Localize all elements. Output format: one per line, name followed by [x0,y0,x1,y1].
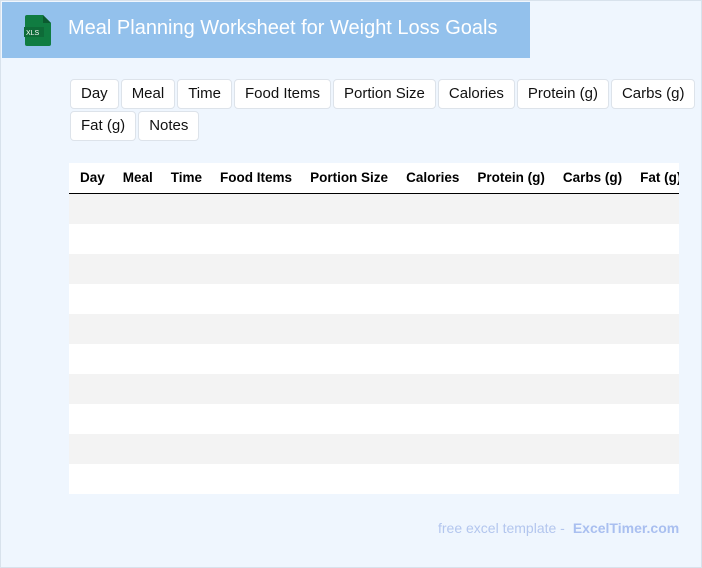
column-header: Time [159,163,210,194]
worksheet-table: Day Meal Time Food Items Portion Size Calorie… [69,163,679,494]
footer-text: free excel template - [438,520,565,536]
table-row[interactable] [69,193,679,224]
column-header: Protein (g) [466,163,552,194]
column-chip[interactable]: Portion Size [333,79,436,109]
brand-link[interactable]: ExcelTimer.com [572,520,680,536]
column-header: Fat (g) [629,163,679,194]
page-title: Meal Planning Worksheet for Weight Loss … [68,17,498,39]
column-chip[interactable]: Meal [120,79,176,109]
column-chip[interactable]: Carbs (g) [610,79,696,109]
column-header: Day [69,163,112,194]
column-chip[interactable]: Calories [437,79,515,109]
column-chips: Day Meal Time Food Items Portion Size Calorie… [70,79,700,141]
column-chip[interactable]: Fat (g) [70,111,137,141]
column-header: Portion Size [299,163,396,194]
svg-text:XLS: XLS [26,30,40,37]
footer: free excel template - ExcelTimer.com [438,520,679,536]
column-chip[interactable]: Food Items [233,79,332,109]
table-row[interactable] [69,463,679,494]
column-header: Calories [395,163,467,194]
column-header: Carbs (g) [551,163,630,194]
table-row[interactable] [69,373,679,404]
column-header: Food Items [209,163,300,194]
table-row[interactable] [69,403,679,434]
table-row[interactable] [69,313,679,344]
column-chip[interactable]: Protein (g) [516,79,609,109]
table-row[interactable] [69,433,679,464]
column-chip[interactable]: Notes [138,111,200,141]
table-row[interactable] [69,343,679,374]
title-banner: XLS Meal Planning Worksheet for Weight L… [2,2,530,58]
column-chip[interactable]: Time [177,79,232,109]
xls-file-icon: XLS [24,15,51,46]
column-header: Meal [111,163,160,194]
table-row[interactable] [69,223,679,254]
table-row[interactable] [69,283,679,314]
column-chip[interactable]: Day [70,79,119,109]
table-row[interactable] [69,253,679,284]
